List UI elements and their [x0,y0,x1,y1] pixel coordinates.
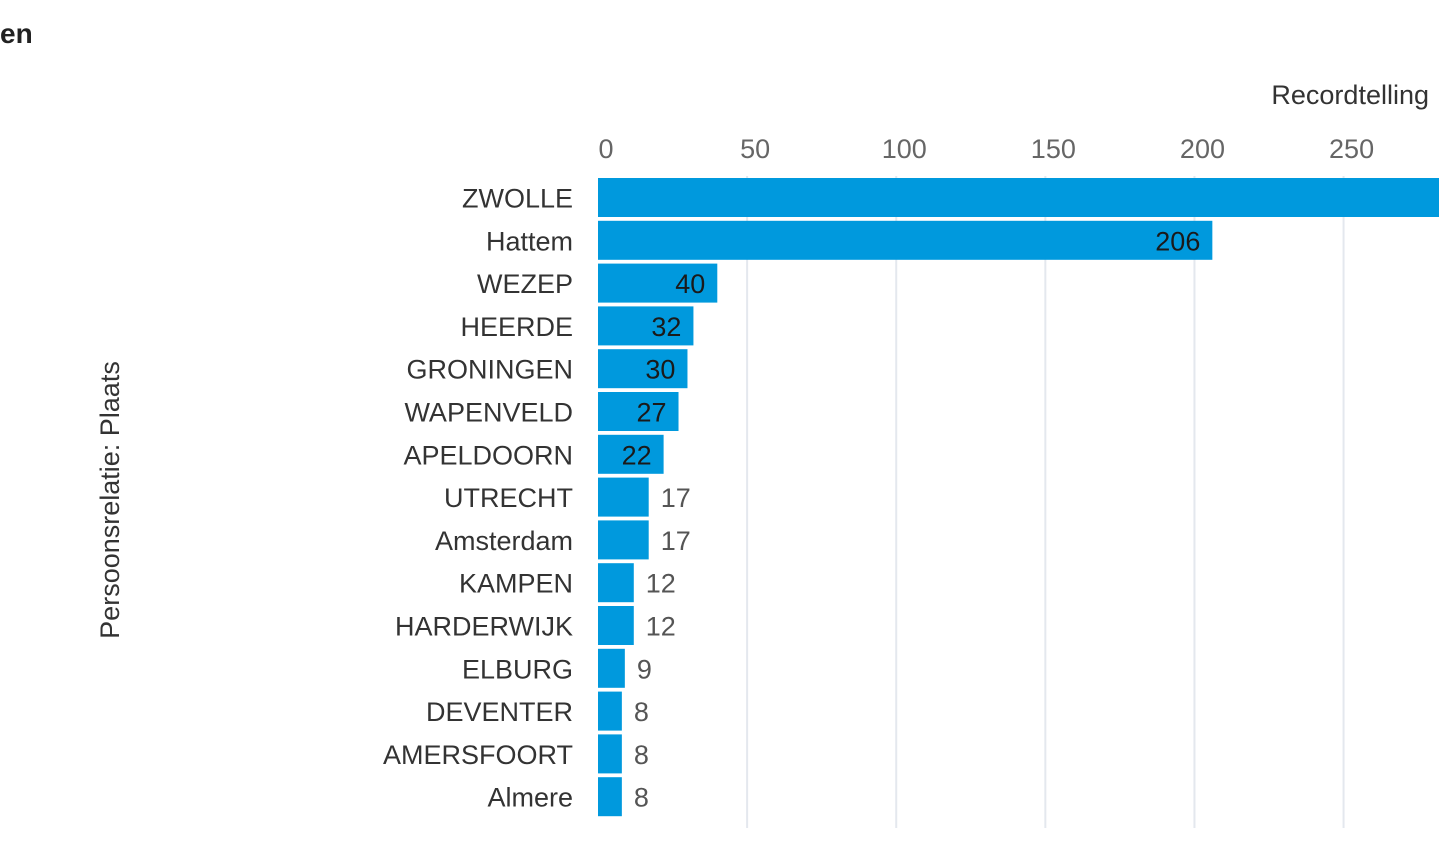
x-tick-label: 100 [882,134,927,164]
y-axis-title: Persoonsrelatie: Plaats [95,361,125,639]
bar[interactable] [598,306,694,346]
category-label: AMERSFOORT [383,740,573,770]
x-tick-label: 200 [1180,134,1225,164]
bar[interactable] [598,777,622,817]
data-label: 22 [622,440,652,470]
data-label: 8 [634,697,649,727]
category-label: GRONINGEN [406,355,573,385]
data-label: 32 [651,312,681,342]
category-label: ZWOLLE [462,184,573,214]
data-labels: 206 40 32 30 27 22 17 17 12 12 9 8 8 8 [622,226,1201,812]
x-tick-label: 250 [1329,134,1374,164]
data-label: 17 [661,526,691,556]
bars [598,178,1439,817]
x-axis-title: Recordtelling [1271,80,1429,110]
bar[interactable] [598,220,1213,260]
category-label: DEVENTER [426,697,573,727]
category-label: Amsterdam [435,526,573,556]
category-label: HEERDE [460,312,573,342]
category-label: KAMPEN [459,569,573,599]
bar[interactable] [598,691,622,731]
data-label: 27 [636,398,666,428]
bar[interactable] [598,434,664,474]
bar[interactable] [598,392,679,431]
category-label: APELDOORN [403,440,573,470]
category-label: Hattem [486,226,573,256]
data-label: 206 [1155,226,1200,256]
x-tick-label: 0 [598,134,613,164]
bar[interactable] [598,734,622,774]
data-label: 8 [634,740,649,770]
category-label: ELBURG [462,654,573,684]
category-label: WAPENVELD [404,398,573,428]
category-label: Almere [487,783,573,813]
data-label: 12 [646,569,676,599]
data-label: 12 [646,612,676,642]
category-label: HARDERWIJK [395,612,573,642]
bar[interactable] [598,349,688,389]
data-label: 17 [661,483,691,513]
x-tick-label: 150 [1031,134,1076,164]
data-label: 8 [634,783,649,813]
data-label: 9 [637,654,652,684]
bar[interactable] [598,477,649,517]
category-labels: ZWOLLE Hattem WEZEP HEERDE GRONINGEN WAPENVEL… [383,184,573,813]
category-label: UTRECHT [444,483,573,513]
bar[interactable] [598,520,649,560]
bar[interactable] [598,606,634,645]
x-tick-label: 50 [740,134,770,164]
category-label: WEZEP [477,269,573,299]
bar[interactable] [598,563,634,603]
bar[interactable] [598,648,625,688]
bar[interactable] [598,263,718,303]
x-axis-ticks: 0 50 100 150 200 250 [598,134,1374,164]
page-title: en [0,18,33,49]
bar[interactable] [598,178,1439,217]
data-label: 30 [645,355,675,385]
data-label: 40 [675,269,705,299]
gridlines [746,176,1345,828]
